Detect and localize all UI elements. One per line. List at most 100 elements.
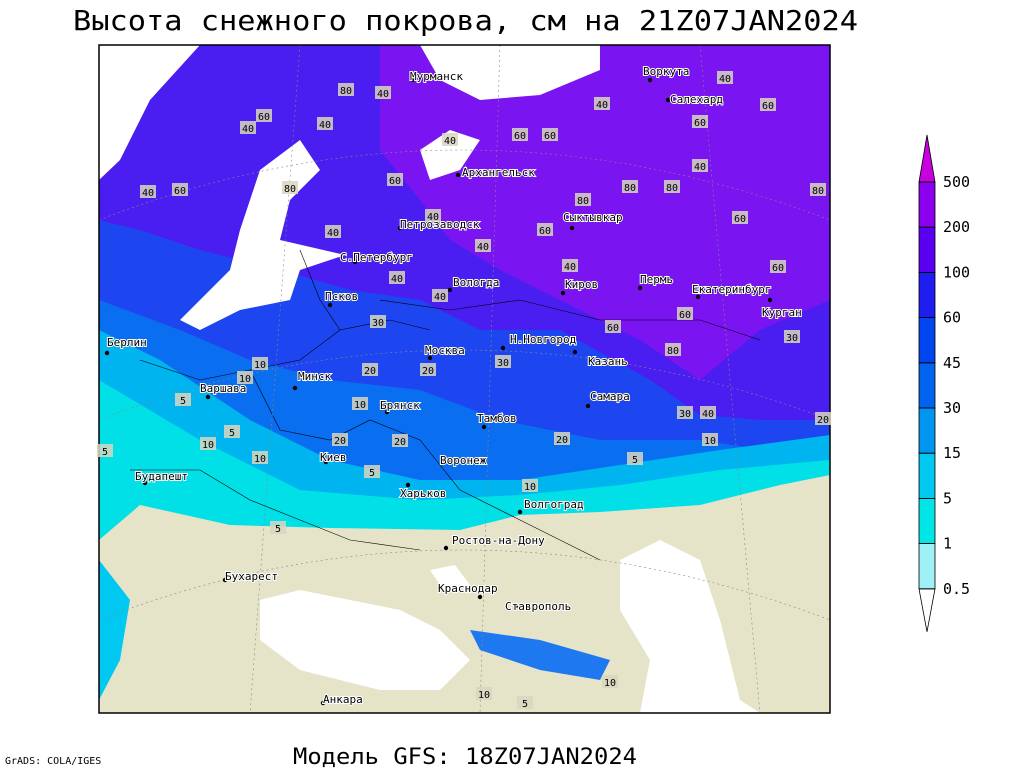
city-dot [327,302,333,308]
contour-label-box [475,239,491,252]
contour-label: 5 [102,447,108,458]
city-dot [205,394,211,400]
city-label: Варшава [200,382,246,395]
contour-label: 5 [275,524,281,535]
contour-label-box [325,225,341,238]
city-dot [637,285,643,291]
contour-label-box [717,71,733,84]
contour-label: 5 [229,428,235,439]
city-dot [405,482,411,488]
city-dot [445,459,451,465]
contour-label: 30 [372,318,384,329]
city-dot [513,603,519,609]
city-label: Салехард [670,93,723,106]
credit: GrADS: COLA/IGES [5,756,101,767]
contour-label: 20 [556,435,568,446]
contour-label-box [815,412,831,425]
contour-label-box [370,315,386,328]
contour-label-box [282,181,298,194]
city-dot [352,259,358,265]
contour-label: 30 [679,409,691,420]
city-label: Киров [565,278,598,291]
city-label: Псков [325,290,358,303]
sea [260,590,470,690]
city-label: Казань [588,355,628,368]
map-frame [98,44,831,714]
contour-label: 40 [434,292,446,303]
snow-zone [99,560,130,700]
city-dot [222,577,228,583]
contour-label-box [554,432,570,445]
city-dot [585,403,591,409]
city-dot [477,594,483,600]
city-label: Минск [298,370,331,383]
contour-label-box [362,363,378,376]
contour-label: 40 [242,124,254,135]
city-label: Ростов-на-Дону [452,534,545,547]
contour-label-box [602,675,618,688]
contour-label: 80 [624,183,636,194]
contour-label: 60 [772,263,784,274]
contour-label-box [476,687,492,700]
sea [420,45,600,100]
legend-label: 1 [943,535,952,553]
contour-label-box [172,183,188,196]
legend-label: 30 [943,399,961,417]
legend-label: 5 [943,489,952,507]
contour-label-box [542,128,558,141]
contour-label: 60 [174,186,186,197]
contour-label: 5 [369,468,375,479]
contour-label: 60 [544,131,556,142]
sea [430,565,470,592]
contour-label: 40 [391,274,403,285]
contour-label-box [562,259,578,272]
legend-label: 60 [943,309,961,327]
city-dot [410,77,416,83]
city-dot [695,294,701,300]
contour-label: 10 [254,360,266,371]
city-label: Краснодар [438,582,498,595]
city-label: Воркута [643,65,689,78]
contour-label-box [237,371,253,384]
sea [420,130,480,180]
city-dot [443,545,449,551]
city-label: Вологда [453,276,499,289]
contour-label-box [732,211,748,224]
contour-label: 40 [319,120,331,131]
city-dot [142,480,148,486]
city-dot [500,345,506,351]
contour-label-box [140,185,156,198]
contour-label: 10 [704,436,716,447]
contour-label-box [517,696,533,709]
contour-label: 30 [786,333,798,344]
contour-label: 40 [444,136,456,147]
contour-label: 40 [719,74,731,85]
contour-label: 60 [539,226,551,237]
contour-label: 80 [667,346,679,357]
legend-label: 15 [943,444,961,462]
contour-label: 5 [180,396,186,407]
city-dot [569,225,575,231]
city-label: Мурманск [410,70,463,83]
contour-label-box [175,393,191,406]
contour-label: 60 [389,176,401,187]
city-label: Екатеринбург [692,283,771,296]
city-label: Бухарест [225,570,278,583]
contour-label-box [352,397,368,410]
contour-label-box [420,363,436,376]
contour-label-box [442,133,458,146]
contour-label-box [575,193,591,206]
city-dot [455,172,461,178]
contour-label-box [375,86,391,99]
contour-label: 80 [340,86,352,97]
contour-label-box [389,271,405,284]
contour-label: 80 [666,183,678,194]
contour-label: 80 [812,186,824,197]
contour-label-box [760,98,776,111]
legend-label: 100 [943,263,970,281]
contour-label-box [200,437,216,450]
contour-label-box [594,97,610,110]
contour-label: 10 [478,690,490,701]
